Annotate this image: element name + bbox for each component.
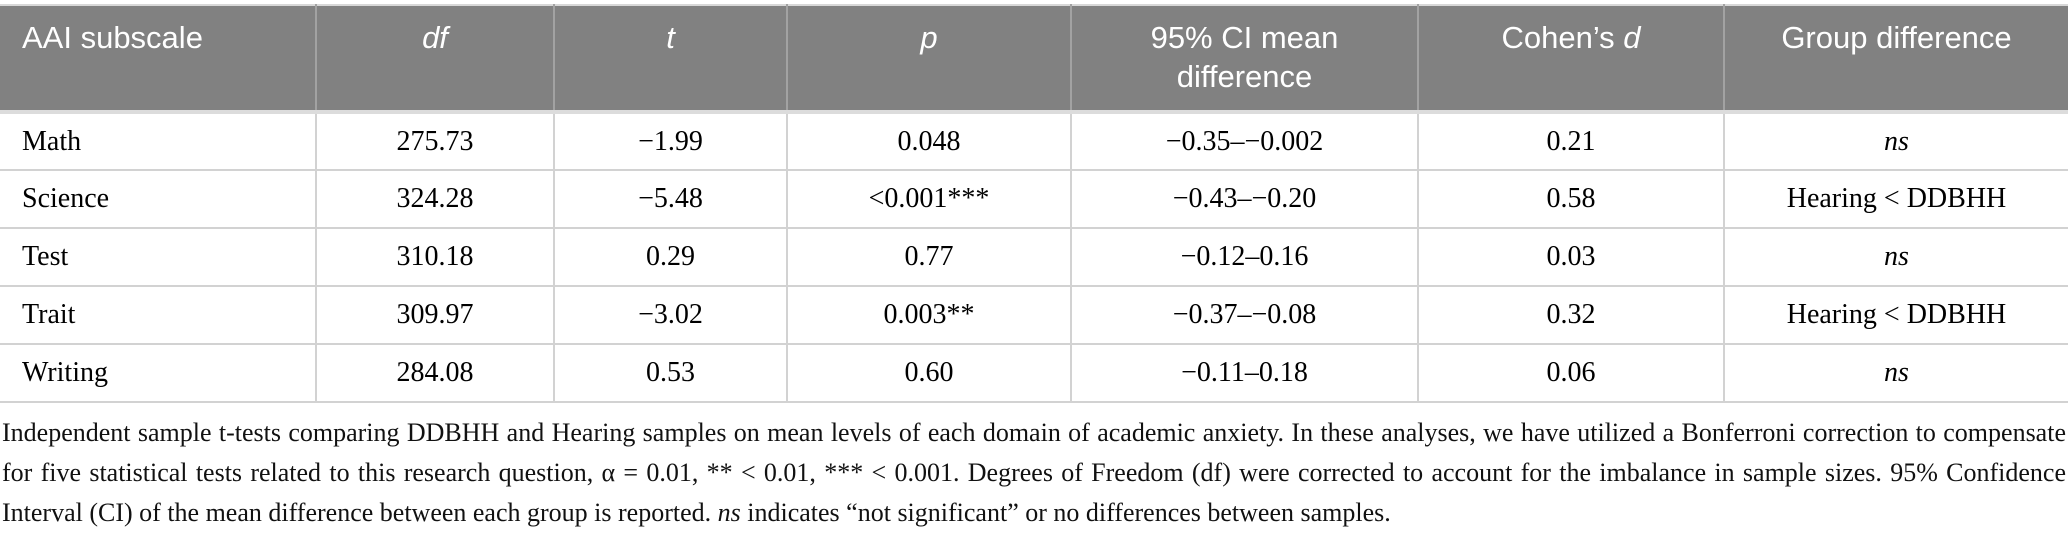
cell-cohens-d: 0.21 bbox=[1418, 112, 1725, 171]
table-row-science: Science 324.28 −5.48 <0.001*** −0.43–−0.… bbox=[0, 170, 2068, 229]
col-header-cohens-d: Cohen’s d bbox=[1418, 5, 1725, 114]
table-row-math: Math 275.73 −1.99 0.048 −0.35–−0.002 0.2… bbox=[0, 112, 2068, 171]
cell-group-difference: ns bbox=[1724, 228, 2068, 287]
cell-ci: −0.11–0.18 bbox=[1071, 344, 1419, 403]
cell-subscale: Math bbox=[0, 112, 317, 171]
cell-subscale: Science bbox=[0, 170, 317, 229]
cell-cohens-d: 0.03 bbox=[1418, 228, 1725, 287]
cell-subscale: Writing bbox=[0, 344, 317, 403]
cell-ci: −0.35–−0.002 bbox=[1071, 112, 1419, 171]
cell-group-difference: Hearing < DDBHH bbox=[1724, 170, 2068, 229]
cell-t: −1.99 bbox=[554, 112, 788, 171]
cell-t: −3.02 bbox=[554, 286, 788, 345]
cell-subscale: Test bbox=[0, 228, 317, 287]
col-header-p: p bbox=[787, 5, 1072, 114]
cell-t: 0.29 bbox=[554, 228, 788, 287]
cell-group-difference: Hearing < DDBHH bbox=[1724, 286, 2068, 345]
cell-df: 275.73 bbox=[316, 112, 555, 171]
cell-p: 0.77 bbox=[787, 228, 1072, 287]
cell-df: 284.08 bbox=[316, 344, 555, 403]
cell-cohens-d: 0.32 bbox=[1418, 286, 1725, 345]
cell-df: 310.18 bbox=[316, 228, 555, 287]
cell-p: 0.60 bbox=[787, 344, 1072, 403]
footnote-ns-abbrev: ns bbox=[717, 498, 741, 527]
col-header-group-difference: Group difference bbox=[1724, 5, 2068, 114]
stats-table: AAI subscale df t p 95% CI mean differen… bbox=[0, 4, 2068, 403]
cell-ci: −0.12–0.16 bbox=[1071, 228, 1419, 287]
table-row-writing: Writing 284.08 0.53 0.60 −0.11–0.18 0.06… bbox=[0, 344, 2068, 403]
cell-t: 0.53 bbox=[554, 344, 788, 403]
cell-ci: −0.43–−0.20 bbox=[1071, 170, 1419, 229]
cell-p: 0.003** bbox=[787, 286, 1072, 345]
table-row-trait: Trait 309.97 −3.02 0.003** −0.37–−0.08 0… bbox=[0, 286, 2068, 345]
col-header-df: df bbox=[316, 5, 555, 114]
cohens-d-label: Cohen’s bbox=[1501, 20, 1624, 55]
table-row-test: Test 310.18 0.29 0.77 −0.12–0.16 0.03 ns bbox=[0, 228, 2068, 287]
cell-df: 324.28 bbox=[316, 170, 555, 229]
cell-subscale: Trait bbox=[0, 286, 317, 345]
cell-cohens-d: 0.58 bbox=[1418, 170, 1725, 229]
col-header-aai-subscale: AAI subscale bbox=[0, 5, 317, 114]
footnote-text-1: Independent sample t-tests comparing DDB… bbox=[2, 418, 2066, 527]
cell-p: <0.001*** bbox=[787, 170, 1072, 229]
cell-group-difference: ns bbox=[1724, 344, 2068, 403]
cell-df: 309.97 bbox=[316, 286, 555, 345]
cell-p: 0.048 bbox=[787, 112, 1072, 171]
cell-cohens-d: 0.06 bbox=[1418, 344, 1725, 403]
cell-t: −5.48 bbox=[554, 170, 788, 229]
header-row: AAI subscale df t p 95% CI mean differen… bbox=[0, 5, 2068, 114]
cell-ci: −0.37–−0.08 bbox=[1071, 286, 1419, 345]
col-header-t: t bbox=[554, 5, 788, 114]
footnote-text-2: indicates “not significant” or no differ… bbox=[740, 498, 1391, 527]
cohens-d-symbol: d bbox=[1623, 20, 1641, 55]
table-footnote: Independent sample t-tests comparing DDB… bbox=[2, 413, 2066, 533]
col-header-95ci: 95% CI mean difference bbox=[1071, 5, 1419, 114]
cell-group-difference: ns bbox=[1724, 112, 2068, 171]
